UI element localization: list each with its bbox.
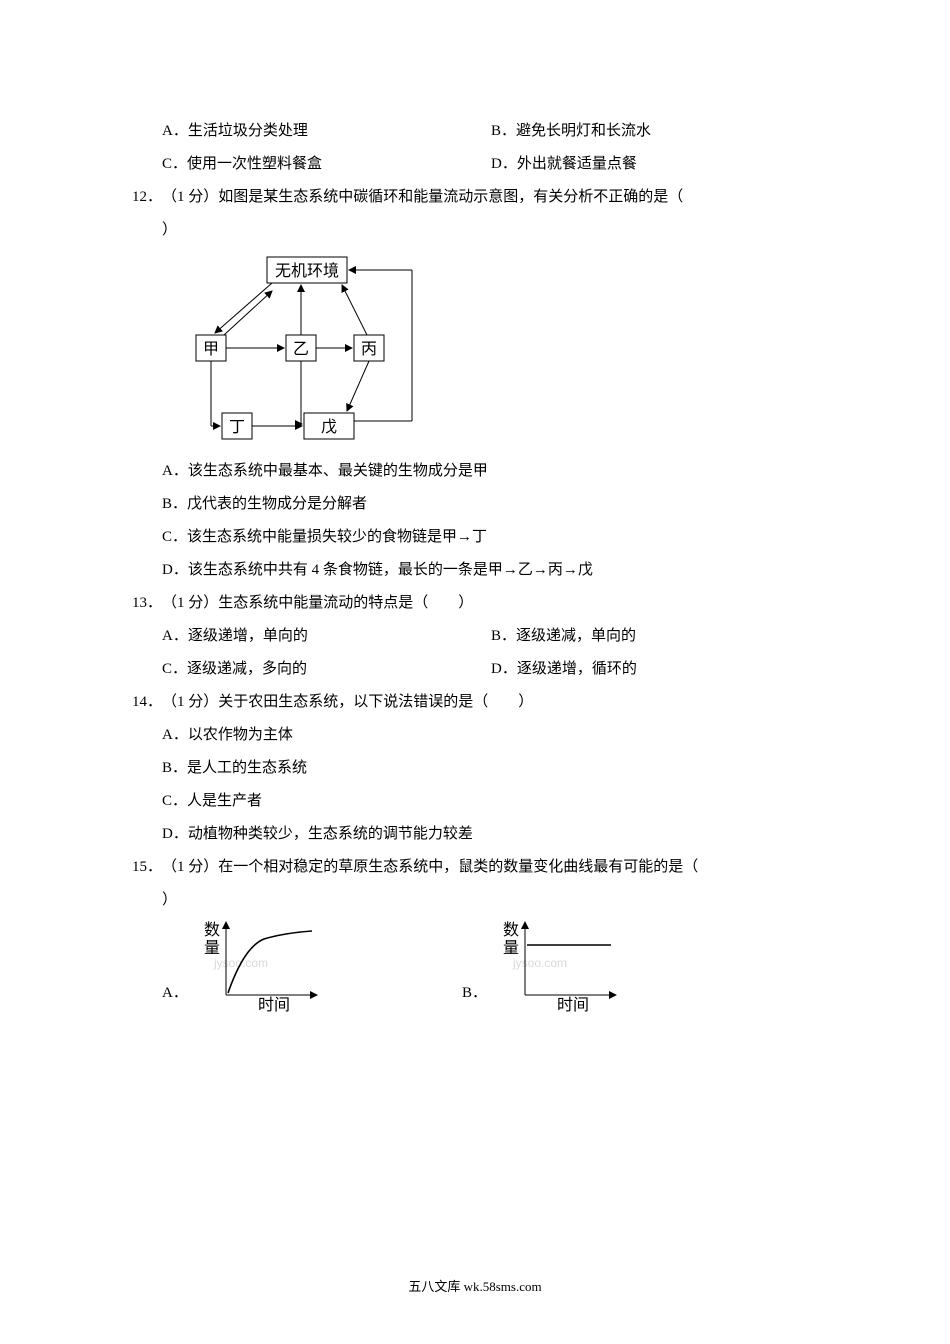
- page: A．生活垃圾分类处理 B．避免长明灯和长流水 C．使用一次性塑料餐盒 D．外出就…: [0, 0, 950, 1344]
- q11-option-d: D．外出就餐适量点餐: [491, 148, 820, 181]
- svg-text:时间: 时间: [258, 996, 290, 1012]
- svg-text:量: 量: [503, 940, 519, 957]
- q11-options: A．生活垃圾分类处理 B．避免长明灯和长流水 C．使用一次性塑料餐盒 D．外出就…: [162, 115, 820, 181]
- q13-option-d: D．逐级递增，循环的: [491, 653, 820, 686]
- q14: 14． （1 分）关于农田生态系统，以下说法错误的是（ ）: [130, 686, 820, 719]
- svg-text:时间: 时间: [557, 996, 589, 1012]
- q13-number: 13．: [130, 587, 162, 620]
- svg-text:jysoo.com: jysoo.com: [512, 956, 567, 970]
- q11-option-b: B．避免长明灯和长流水: [491, 115, 820, 148]
- q12-stem-line2: ）: [162, 214, 820, 247]
- svg-text:量: 量: [204, 940, 220, 957]
- q13: 13． （1 分）生态系统中能量流动的特点是（ ）: [130, 587, 820, 620]
- q14-option-c: C．人是生产者: [162, 785, 820, 818]
- q12-number: 12．: [130, 181, 162, 214]
- q15-chart-a: jysoo.com 数 量 时间: [194, 917, 324, 1012]
- q15-options: A． jysoo.com 数 量 时间: [162, 917, 820, 1012]
- q12-option-b: B．戊代表的生物成分是分解者: [162, 488, 820, 521]
- svg-text:乙: 乙: [293, 341, 309, 358]
- q14-option-d: D．动植物种类较少，生态系统的调节能力较差: [162, 818, 820, 851]
- q15-option-a-label: A．: [162, 977, 188, 1012]
- q11-option-c: C．使用一次性塑料餐盒: [162, 148, 491, 181]
- svg-text:甲: 甲: [203, 341, 219, 358]
- q15-option-b: B． jysoo.com 数 量 时间: [462, 917, 762, 1012]
- q12-option-c: C．该生态系统中能量损失较少的食物链是甲→丁: [162, 521, 820, 554]
- svg-text:戊: 戊: [321, 418, 337, 436]
- svg-text:无机环境: 无机环境: [275, 261, 339, 280]
- q15: 15． （1 分）在一个相对稳定的草原生态系统中，鼠类的数量变化曲线最有可能的是…: [130, 851, 820, 884]
- q14-stem: （1 分）关于农田生态系统，以下说法错误的是（ ）: [162, 686, 820, 719]
- q13-options: A．逐级递增，单向的 B．逐级递减，单向的 C．逐级递减，多向的 D．逐级递增，…: [162, 620, 820, 686]
- q12-diagram: 无机环境 甲 乙 丙 丁 戊: [182, 251, 432, 451]
- q14-option-b: B．是人工的生态系统: [162, 752, 820, 785]
- q15-chart-b: jysoo.com 数 量 时间: [493, 917, 623, 1012]
- q12-option-d: D．该生态系统中共有 4 条食物链，最长的一条是甲→乙→丙→戊: [162, 554, 820, 587]
- q12-answers: A．该生态系统中最基本、最关键的生物成分是甲 B．戊代表的生物成分是分解者 C．…: [162, 455, 820, 587]
- q12-stem-line1: （1 分）如图是某生态系统中碳循环和能量流动示意图，有关分析不正确的是（: [162, 181, 820, 214]
- q15-stem-line2: ）: [162, 884, 820, 917]
- svg-text:数: 数: [503, 921, 519, 939]
- svg-text:丁: 丁: [229, 419, 245, 436]
- q15-option-a: A． jysoo.com 数 量 时间: [162, 917, 462, 1012]
- q13-option-b: B．逐级递减，单向的: [491, 620, 820, 653]
- q12: 12． （1 分）如图是某生态系统中碳循环和能量流动示意图，有关分析不正确的是（: [130, 181, 820, 214]
- q15-option-b-label: B．: [462, 977, 487, 1012]
- svg-text:丙: 丙: [361, 341, 377, 358]
- q15-number: 15．: [130, 851, 162, 884]
- q13-stem: （1 分）生态系统中能量流动的特点是（ ）: [162, 587, 820, 620]
- q15-stem-line1: （1 分）在一个相对稳定的草原生态系统中，鼠类的数量变化曲线最有可能的是（: [162, 851, 820, 884]
- svg-text:数: 数: [204, 921, 220, 939]
- q13-option-a: A．逐级递增，单向的: [162, 620, 491, 653]
- page-footer: 五八文库 wk.58sms.com: [0, 1273, 950, 1302]
- q14-option-a: A．以农作物为主体: [162, 719, 820, 752]
- q11-option-a: A．生活垃圾分类处理: [162, 115, 491, 148]
- q12-option-a: A．该生态系统中最基本、最关键的生物成分是甲: [162, 455, 820, 488]
- q14-options: A．以农作物为主体 B．是人工的生态系统 C．人是生产者 D．动植物种类较少，生…: [162, 719, 820, 851]
- q13-option-c: C．逐级递减，多向的: [162, 653, 491, 686]
- q14-number: 14．: [130, 686, 162, 719]
